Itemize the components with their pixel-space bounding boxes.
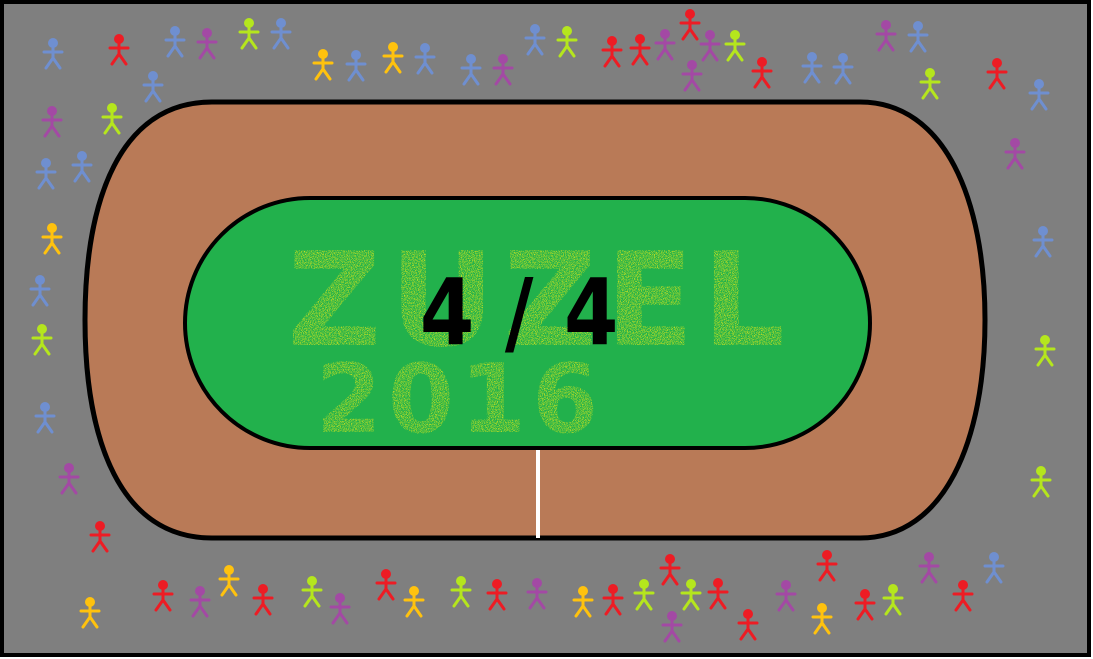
spectator <box>1032 226 1054 258</box>
spectator <box>196 28 218 60</box>
spectator <box>301 576 323 608</box>
spectator <box>707 578 729 610</box>
spectator <box>164 26 186 58</box>
spectator <box>737 609 759 641</box>
spectator <box>526 578 548 610</box>
spectator <box>329 593 351 625</box>
spectator <box>775 580 797 612</box>
spectator <box>58 463 80 495</box>
spectator <box>882 584 904 616</box>
spectator <box>142 71 164 103</box>
spectator <box>986 58 1008 90</box>
spectator <box>681 60 703 92</box>
spectator <box>29 275 51 307</box>
grass-title-line1: ZUZEL <box>287 224 793 376</box>
spectator <box>79 597 101 629</box>
spectator <box>450 576 472 608</box>
spectator <box>34 402 56 434</box>
spectator <box>919 68 941 100</box>
spectator <box>270 18 292 50</box>
spectator <box>71 151 93 183</box>
spectator <box>460 54 482 86</box>
spectator <box>854 589 876 621</box>
spectator <box>1028 79 1050 111</box>
spectator <box>345 50 367 82</box>
spectator <box>89 521 111 553</box>
spectator <box>252 584 274 616</box>
spectator <box>238 18 260 50</box>
spectator <box>189 586 211 618</box>
spectator <box>816 550 838 582</box>
spectator <box>42 38 64 70</box>
spectator <box>101 103 123 135</box>
spectator <box>654 29 676 61</box>
spectator <box>403 586 425 618</box>
spectator <box>918 552 940 584</box>
spectator <box>35 158 57 190</box>
spectator <box>1034 335 1056 367</box>
spectator <box>31 324 53 356</box>
spectator <box>41 223 63 255</box>
spectator <box>832 53 854 85</box>
spectator <box>1030 466 1052 498</box>
spectator <box>312 49 334 81</box>
spectator <box>983 552 1005 584</box>
spectator <box>811 603 833 635</box>
spectator <box>1004 138 1026 170</box>
spectator <box>152 580 174 612</box>
spectator <box>382 42 404 74</box>
spectator <box>680 579 702 611</box>
spectator <box>633 579 655 611</box>
spectator-crowd <box>29 9 1056 643</box>
lap-counter: 4 / 4 <box>419 258 621 366</box>
spectator <box>875 20 897 52</box>
spectator <box>486 579 508 611</box>
spectator <box>907 21 929 53</box>
spectator <box>556 26 578 58</box>
spectator <box>751 57 773 89</box>
spectator <box>629 34 651 66</box>
spectator <box>108 34 130 66</box>
spectator <box>679 9 701 41</box>
spectator <box>572 586 594 618</box>
spectator <box>659 554 681 586</box>
spectator <box>602 584 624 616</box>
spectator <box>375 569 397 601</box>
spectator <box>952 580 974 612</box>
spectator <box>661 611 683 643</box>
spectator <box>524 24 546 56</box>
spectator <box>699 30 721 62</box>
grass-logo: ZUZEL 2016 <box>287 224 793 455</box>
spectator <box>218 565 240 597</box>
grass-title-line2: 2016 <box>316 345 604 455</box>
spectator <box>492 54 514 86</box>
spectator <box>724 30 746 62</box>
spectator <box>801 52 823 84</box>
infield <box>183 196 872 450</box>
spectator <box>414 43 436 75</box>
spectator <box>601 36 623 68</box>
spectator <box>41 106 63 138</box>
